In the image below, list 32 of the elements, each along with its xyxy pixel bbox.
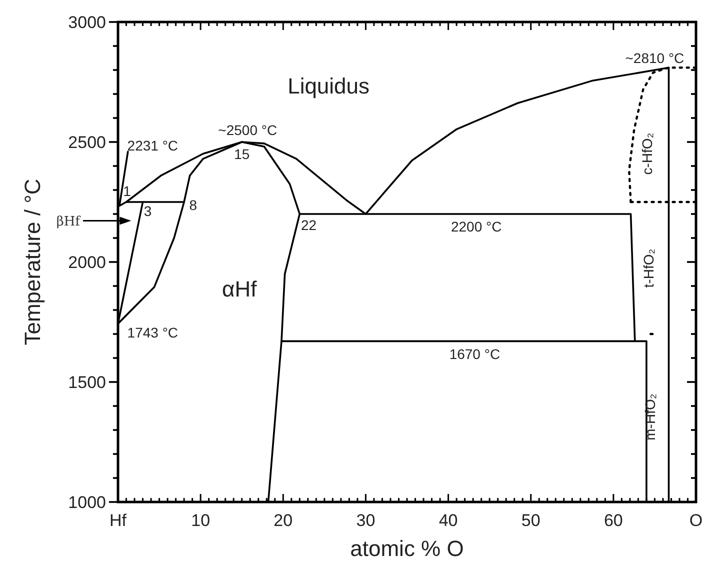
x-tick-label: 20 (274, 511, 293, 530)
annotation: 1670 °C (449, 346, 500, 362)
x-tick-label: 40 (438, 511, 458, 530)
annotation: 1 (123, 182, 132, 199)
text: βHf (56, 214, 82, 230)
x-axis-title: atomic % O (350, 536, 464, 561)
annotation: 2200 °C (450, 218, 502, 234)
y-tick-label: 2000 (68, 253, 106, 272)
annotation: c-HfO₂ (638, 132, 655, 175)
y-tick-label: 1500 (68, 373, 106, 392)
x-tick-label: O (689, 511, 703, 530)
annotation: 1743 °C (127, 324, 178, 341)
y-tick-label: 2500 (68, 133, 106, 152)
annotation: αHf (222, 276, 258, 302)
x-tick-label: 30 (356, 511, 376, 530)
annotation: ~2500 °C (218, 122, 278, 138)
annotation: t-HfO₂ (640, 248, 656, 288)
y-tick-label: 3000 (68, 13, 106, 32)
annotation: 8 (189, 196, 198, 213)
x-tick-label: Hf (110, 511, 127, 530)
y-axis-title: Temperature / °C (20, 178, 45, 346)
annotation: 3 (144, 203, 152, 220)
y-tick-label: 1000 (68, 493, 106, 512)
annotation: 2231 °C (127, 137, 178, 154)
x-tick-label: 50 (521, 511, 540, 530)
annotation: m-HfO₂ (642, 394, 658, 440)
annotation: 15 (234, 146, 250, 162)
x-tick-label: 10 (191, 511, 210, 530)
annotation: ~2810 °C (625, 50, 684, 66)
annotation: Liquidus (288, 74, 370, 99)
annotation: 22 (300, 216, 317, 233)
x-tick-label: 60 (604, 511, 623, 530)
